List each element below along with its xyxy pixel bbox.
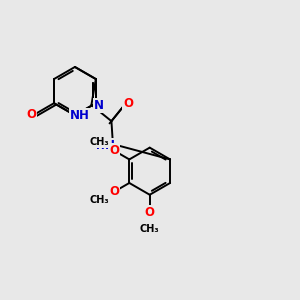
Text: NH: NH xyxy=(70,109,90,122)
Text: N: N xyxy=(105,139,115,152)
Text: O: O xyxy=(123,97,133,110)
Text: CH₃: CH₃ xyxy=(140,224,160,234)
Text: CH₃: CH₃ xyxy=(90,137,109,147)
Text: H: H xyxy=(96,141,105,151)
Text: O: O xyxy=(26,108,36,121)
Text: O: O xyxy=(109,144,119,157)
Text: O: O xyxy=(109,185,119,198)
Text: CH₃: CH₃ xyxy=(90,195,109,205)
Text: N: N xyxy=(94,99,104,112)
Text: O: O xyxy=(145,206,155,219)
